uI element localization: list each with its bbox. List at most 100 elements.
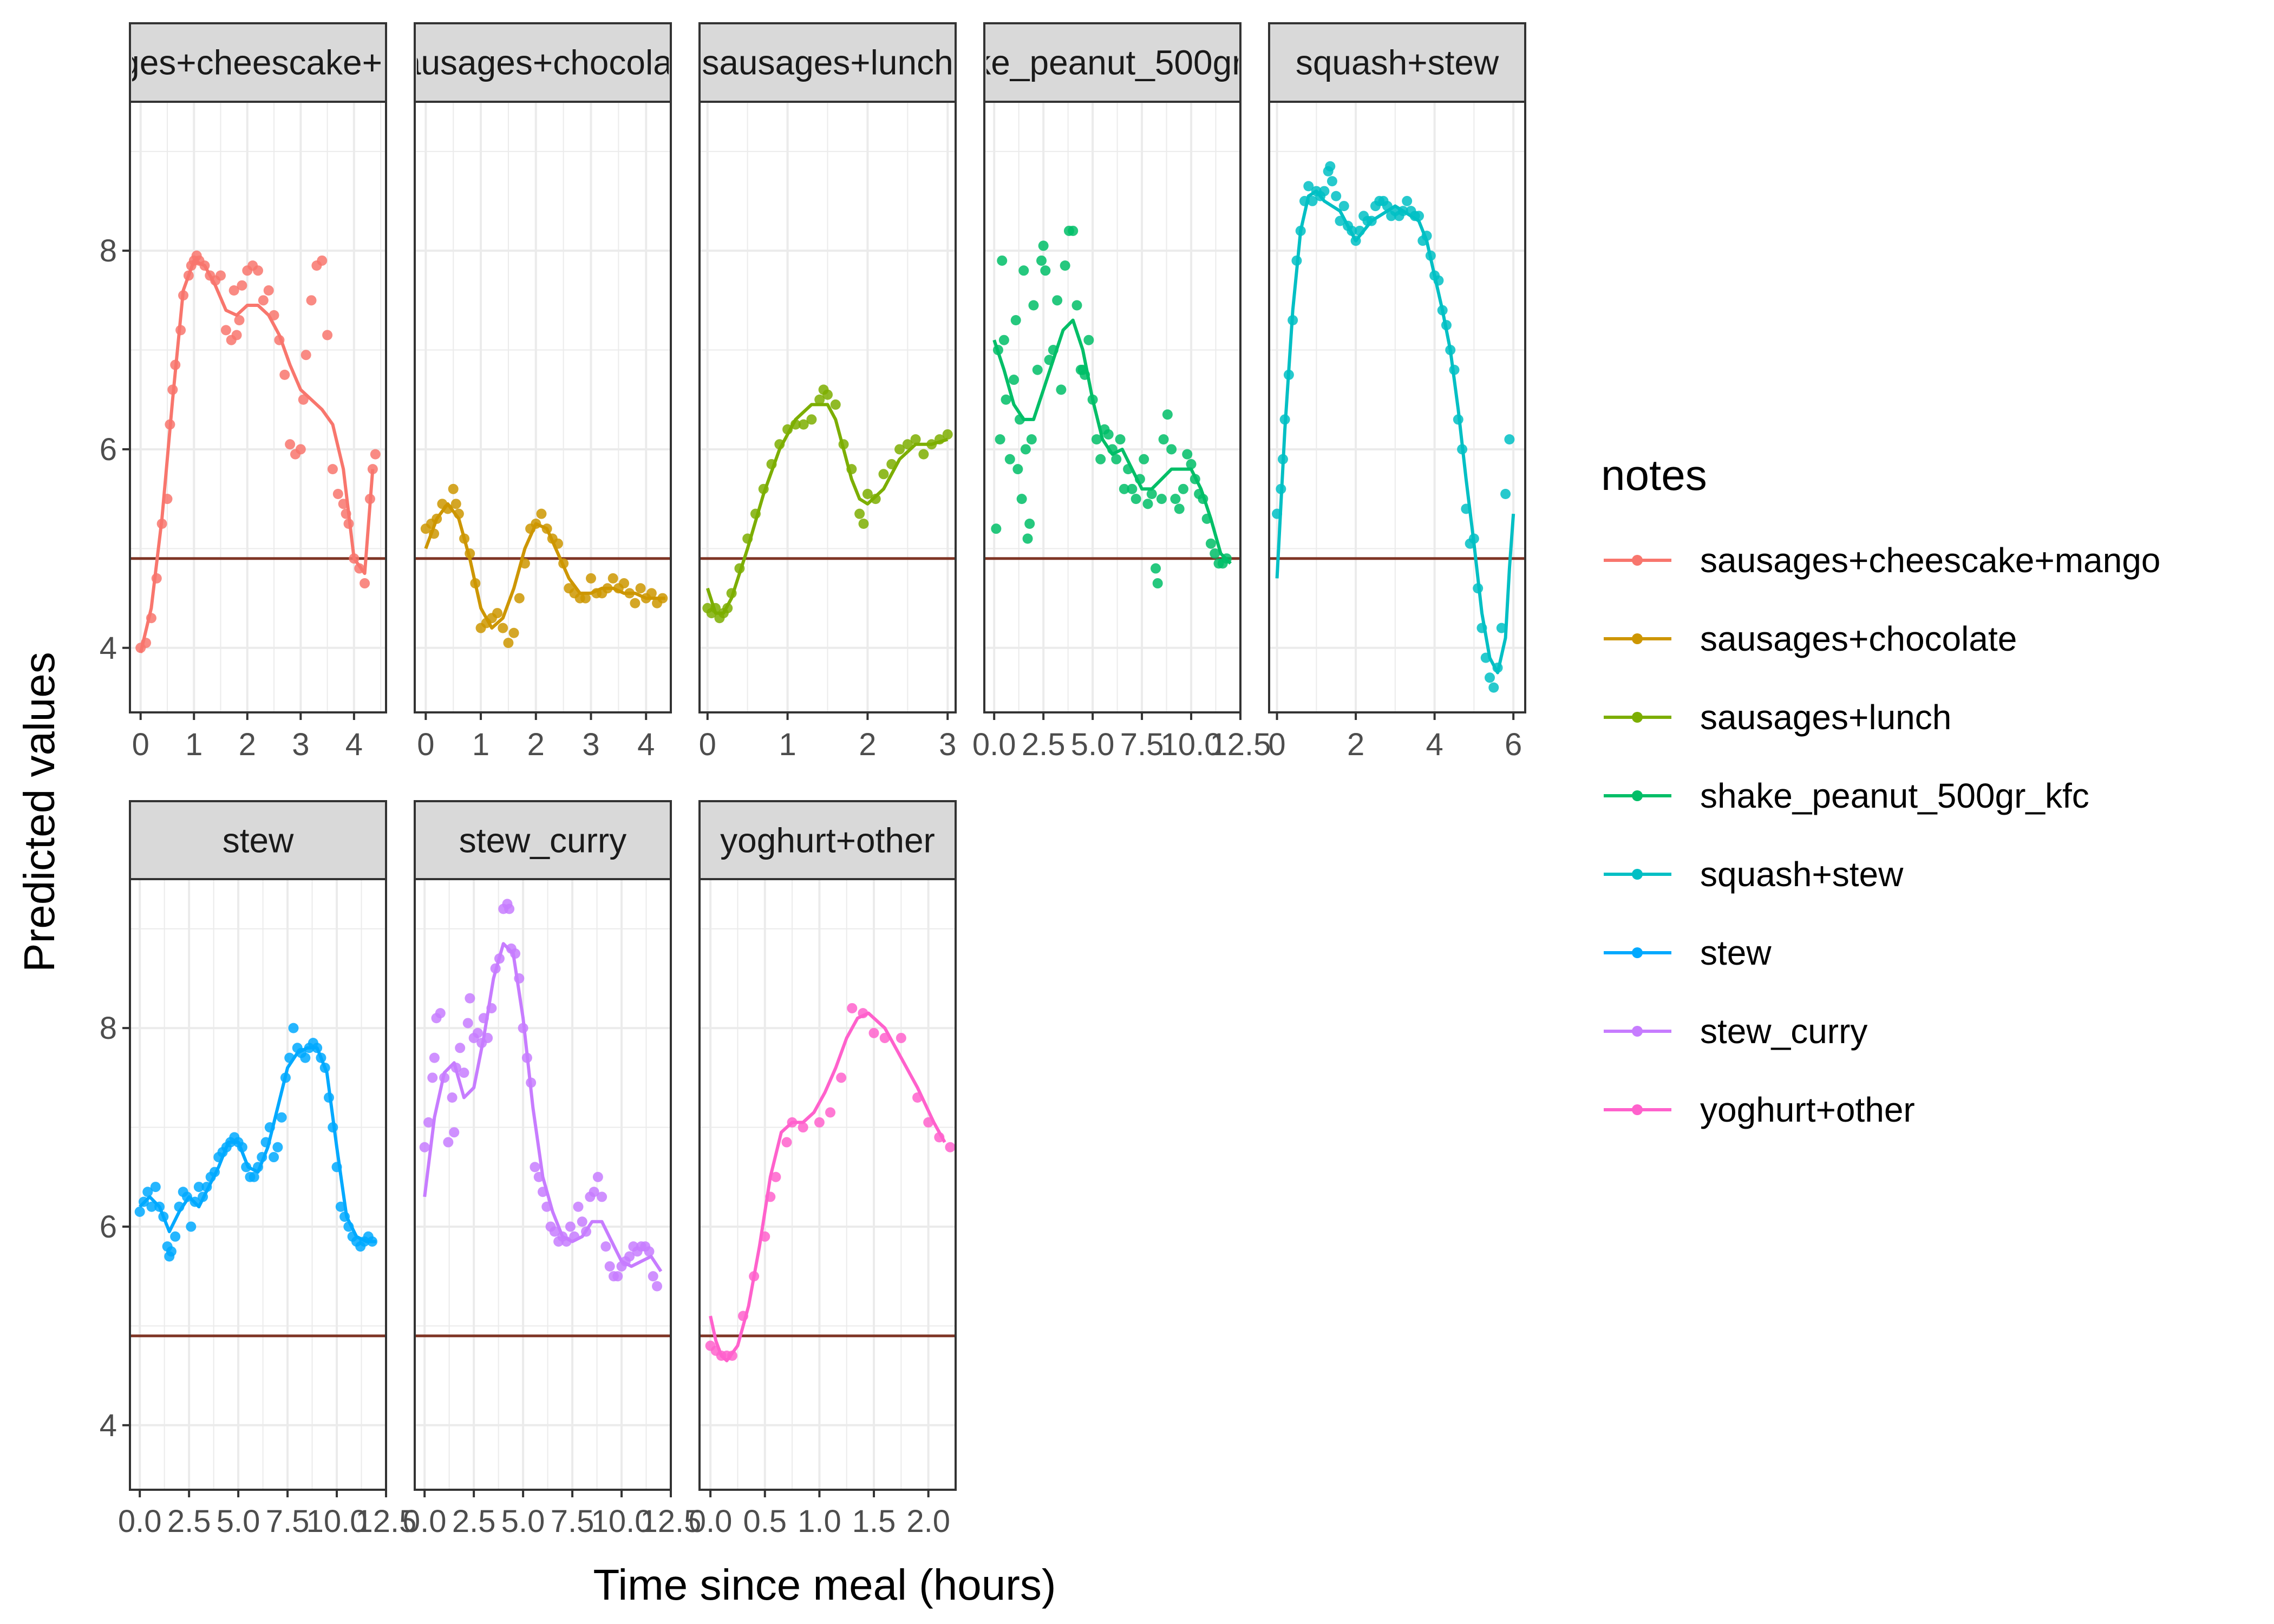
legend-key-point — [1632, 555, 1643, 566]
facet-panel: sausages+lunch 0 1 2 3 — [698, 22, 957, 762]
legend-entry: squash+stew — [1604, 855, 1904, 894]
data-point — [1111, 454, 1122, 464]
data-point — [1123, 464, 1134, 475]
data-point — [1103, 429, 1114, 440]
data-point — [462, 1018, 473, 1029]
data-point — [498, 623, 508, 633]
data-point — [657, 593, 668, 604]
data-point — [765, 1191, 776, 1202]
data-point — [1127, 483, 1138, 494]
data-point — [138, 1196, 149, 1207]
facet-strip-label: yoghurt+other — [720, 821, 935, 860]
data-point — [1354, 225, 1365, 236]
data-point — [918, 449, 929, 460]
data-point — [565, 1221, 576, 1232]
data-point — [453, 508, 464, 519]
data-point — [790, 419, 801, 430]
data-point — [1068, 225, 1079, 236]
data-point — [710, 603, 721, 613]
data-point — [998, 335, 1009, 345]
data-point — [470, 578, 481, 589]
data-point — [1198, 494, 1208, 505]
data-point — [726, 588, 737, 599]
data-point — [241, 1162, 252, 1173]
data-point — [1461, 503, 1472, 514]
data-point — [879, 1032, 890, 1043]
x-tick-label: 1.0 — [798, 1504, 841, 1539]
facet-panel: squash+stew 0 2 4 6 — [1268, 22, 1526, 762]
data-point — [364, 494, 375, 505]
facet-strip-label: stew_curry — [459, 821, 626, 860]
legend-key-point — [1632, 1026, 1643, 1037]
data-point — [1496, 623, 1507, 633]
data-point — [991, 523, 1002, 534]
y-tick-label: 8 — [100, 1011, 117, 1046]
data-point — [1492, 662, 1503, 673]
data-point — [162, 494, 173, 505]
data-point — [597, 1191, 607, 1202]
data-point — [274, 335, 285, 345]
legend-entry: yoghurt+other — [1604, 1090, 1915, 1129]
facet-strip — [983, 22, 1241, 103]
panel-border — [698, 101, 957, 713]
data-point — [423, 1117, 434, 1128]
x-tick-label: 2.0 — [906, 1504, 950, 1539]
data-point — [1048, 345, 1058, 356]
legend-label: yoghurt+other — [1700, 1090, 1915, 1129]
data-point — [531, 519, 541, 529]
data-point — [1272, 508, 1283, 519]
facet-strip-label: squash+stew — [1296, 43, 1499, 82]
data-point — [1038, 240, 1049, 251]
legend: notes sausages+cheescake+mangosausages+c… — [1601, 451, 2160, 1129]
data-point — [519, 558, 530, 569]
data-point — [1397, 206, 1408, 217]
data-point — [1052, 295, 1063, 306]
data-point — [1488, 682, 1499, 693]
data-point — [1433, 275, 1444, 286]
data-point — [1134, 474, 1145, 484]
data-point — [846, 464, 857, 475]
data-point — [1009, 375, 1020, 385]
data-point — [1303, 181, 1314, 192]
data-point — [300, 1052, 311, 1063]
data-point — [514, 593, 525, 604]
legend-label: shake_peanut_500gr_kfc — [1700, 776, 2089, 815]
data-point — [165, 419, 175, 430]
x-axis-title: Time since meal (hours) — [593, 1561, 1056, 1609]
data-point — [727, 1350, 737, 1361]
data-point — [263, 285, 274, 296]
data-point — [992, 345, 1003, 356]
data-point — [134, 1206, 145, 1217]
panel-background — [700, 879, 956, 1490]
data-point — [558, 558, 569, 569]
facet-strip — [414, 800, 672, 881]
panel-background — [984, 102, 1240, 712]
data-point — [1142, 499, 1153, 509]
data-point — [492, 608, 503, 619]
panel-background — [130, 102, 386, 712]
data-point — [1174, 503, 1185, 514]
legend-label: stew — [1700, 933, 1772, 972]
data-point — [586, 573, 597, 584]
x-tick-label: 7.5 — [266, 1504, 310, 1539]
data-point — [237, 280, 247, 291]
data-point — [1186, 459, 1197, 469]
data-point — [1291, 255, 1302, 266]
data-point — [459, 533, 470, 544]
x-tick-label: 0.0 — [972, 727, 1016, 762]
data-point — [923, 1117, 934, 1128]
data-point — [338, 499, 349, 509]
data-point — [836, 1072, 847, 1083]
facet-strip — [698, 800, 957, 881]
data-point — [830, 399, 841, 410]
data-point — [806, 414, 817, 425]
y-tick-label: 4 — [100, 1408, 117, 1443]
data-point — [1162, 409, 1173, 420]
data-point — [858, 519, 869, 529]
data-point — [1146, 488, 1157, 499]
data-point — [269, 1152, 279, 1163]
data-point — [284, 1052, 295, 1063]
legend-key-point — [1632, 947, 1643, 958]
data-point — [561, 1236, 572, 1247]
